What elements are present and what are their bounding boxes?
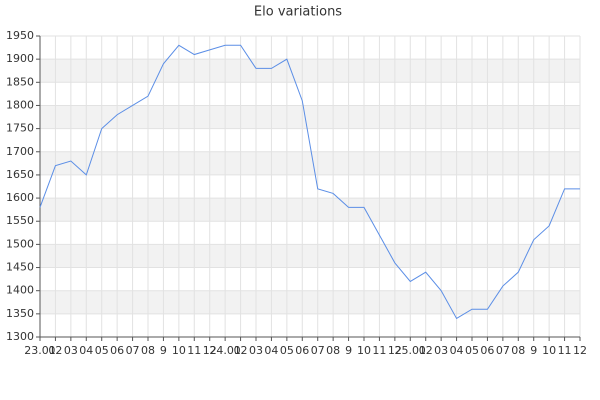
x-tick-label: 05	[465, 344, 479, 357]
y-tick-label: 1350	[6, 307, 34, 320]
y-tick-label: 1800	[6, 98, 34, 111]
x-tick-label: 04	[79, 344, 93, 357]
band	[40, 198, 580, 222]
y-tick-label: 1450	[6, 261, 34, 274]
y-tick-label: 1650	[6, 168, 34, 181]
x-tick-label: 9	[530, 344, 537, 357]
x-tick-label: 02	[234, 344, 248, 357]
x-tick-label: 12	[573, 344, 587, 357]
x-tick-label: 04	[264, 344, 278, 357]
x-tick-label: 05	[280, 344, 294, 357]
x-tick-label: 10	[172, 344, 186, 357]
x-tick-label: 12	[388, 344, 402, 357]
y-tick-label: 1950	[6, 29, 34, 42]
x-tick-label: 9	[160, 344, 167, 357]
y-tick-label: 1600	[6, 191, 34, 204]
x-tick-label: 10	[542, 344, 556, 357]
band	[40, 290, 580, 314]
x-tick-label: 06	[295, 344, 309, 357]
band	[40, 105, 580, 129]
x-tick-label: 11	[187, 344, 201, 357]
x-tick-label: 07	[311, 344, 325, 357]
chart-title: Elo variations	[254, 5, 342, 20]
band	[40, 59, 580, 83]
x-tick-label: 11	[558, 344, 572, 357]
line	[39, 44, 580, 320]
y-tick-label: 1850	[6, 75, 34, 88]
x-tick-label: 03	[249, 344, 263, 357]
x-tick-label: 07	[496, 344, 510, 357]
x-tick-label: 05	[95, 344, 109, 357]
y-tick-label: 1900	[6, 52, 34, 65]
x-tick-label: 08	[326, 344, 340, 357]
x-tick-label: 9	[345, 344, 352, 357]
x-tick-label: 23.01	[24, 344, 56, 357]
x-tick-label: 02	[419, 344, 433, 357]
x-tick-label: 03	[434, 344, 448, 357]
band	[40, 151, 580, 175]
x-tick-label: 08	[141, 344, 155, 357]
y-tick-label: 1700	[6, 145, 34, 158]
x-tick-label: 02	[48, 344, 62, 357]
y-tick-label: 1400	[6, 284, 34, 297]
x-tick-label: 11	[372, 344, 386, 357]
y-tick-label: 1300	[6, 330, 34, 343]
x-tick-label: 24.01	[209, 344, 241, 357]
x-tick-label: 08	[511, 344, 525, 357]
x-tick-label: 06	[480, 344, 494, 357]
x-tick-label: 25.01	[395, 344, 427, 357]
y-tick-label: 1550	[6, 214, 34, 227]
x-tick-label: 12	[203, 344, 217, 357]
x-tick-label: 10	[357, 344, 371, 357]
x-tick-label: 06	[110, 344, 124, 357]
y-tick-label: 1500	[6, 237, 34, 250]
band	[40, 244, 580, 268]
x-tick-label: 07	[126, 344, 140, 357]
x-tick-label: 04	[450, 344, 464, 357]
x-tick-label: 03	[64, 344, 78, 357]
y-tick-label: 1750	[6, 122, 34, 135]
